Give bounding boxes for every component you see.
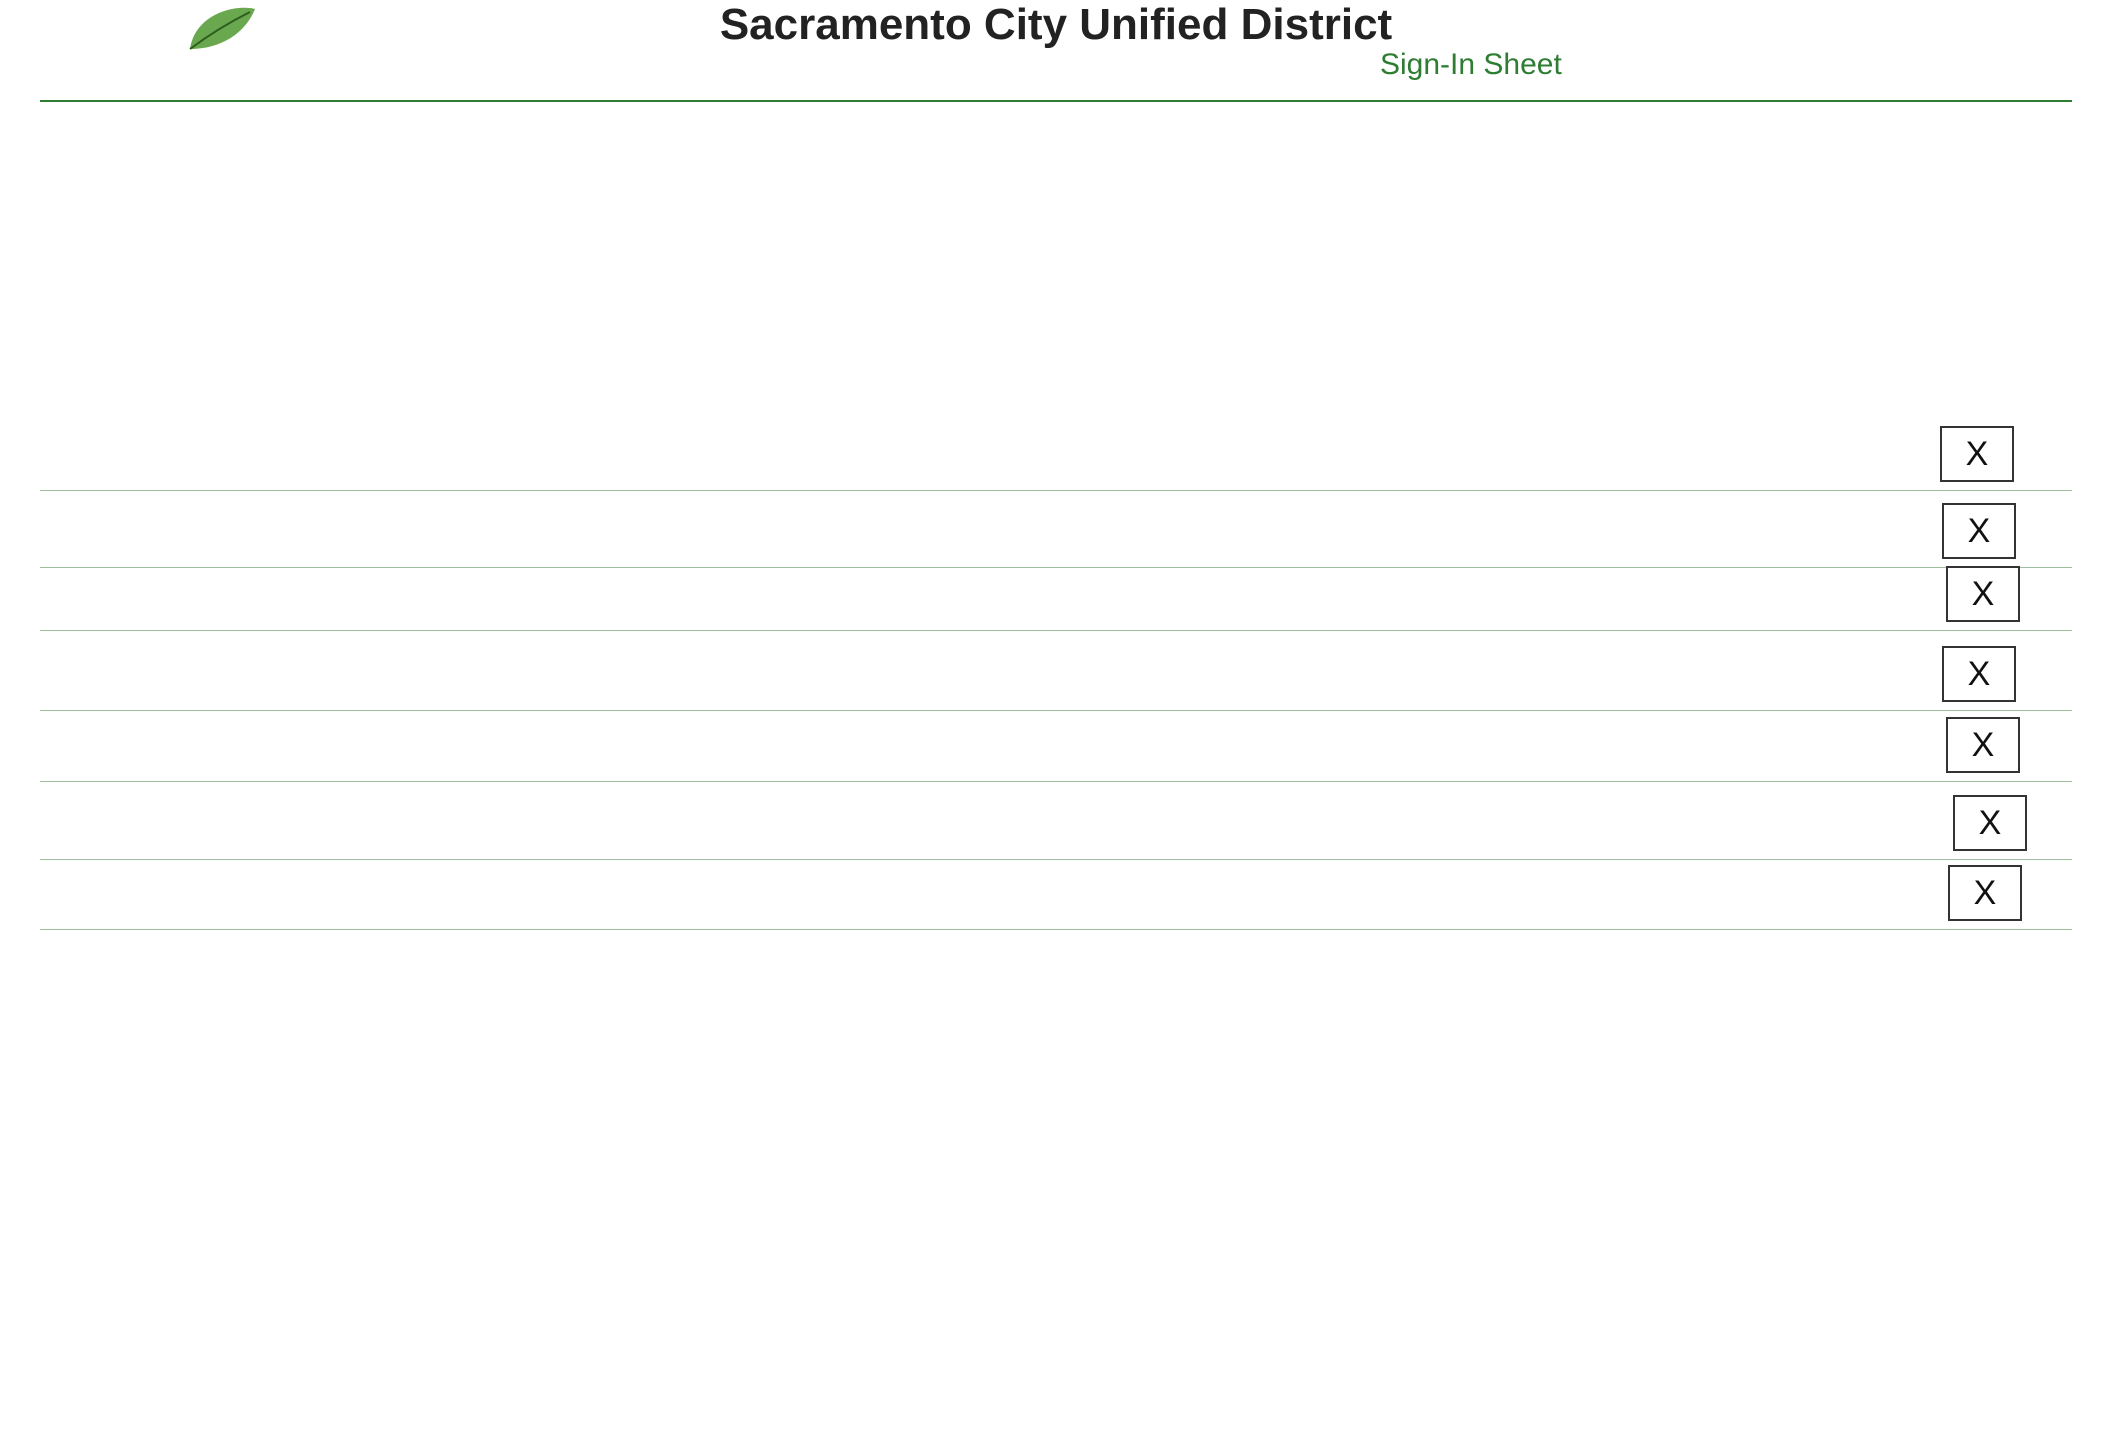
checkbox[interactable]: X xyxy=(1953,795,2027,851)
row-line xyxy=(40,710,2072,711)
checkbox[interactable]: X xyxy=(1942,646,2016,702)
document-subtitle: Sign-In Sheet xyxy=(1380,48,1562,81)
checkbox[interactable]: X xyxy=(1940,426,2014,482)
checkbox[interactable]: X xyxy=(1948,865,2022,921)
row-line xyxy=(40,859,2072,860)
checkbox[interactable]: X xyxy=(1942,503,2016,559)
checkbox[interactable]: X xyxy=(1946,717,2020,773)
row-line xyxy=(40,567,2072,568)
row-line xyxy=(40,929,2072,930)
header-rule xyxy=(40,100,2072,102)
logo xyxy=(189,7,255,50)
row-line xyxy=(40,630,2072,631)
row-line xyxy=(40,490,2072,491)
row-line xyxy=(40,781,2072,782)
document-title: Sacramento City Unified District xyxy=(719,0,1393,49)
checkbox[interactable]: X xyxy=(1946,566,2020,622)
